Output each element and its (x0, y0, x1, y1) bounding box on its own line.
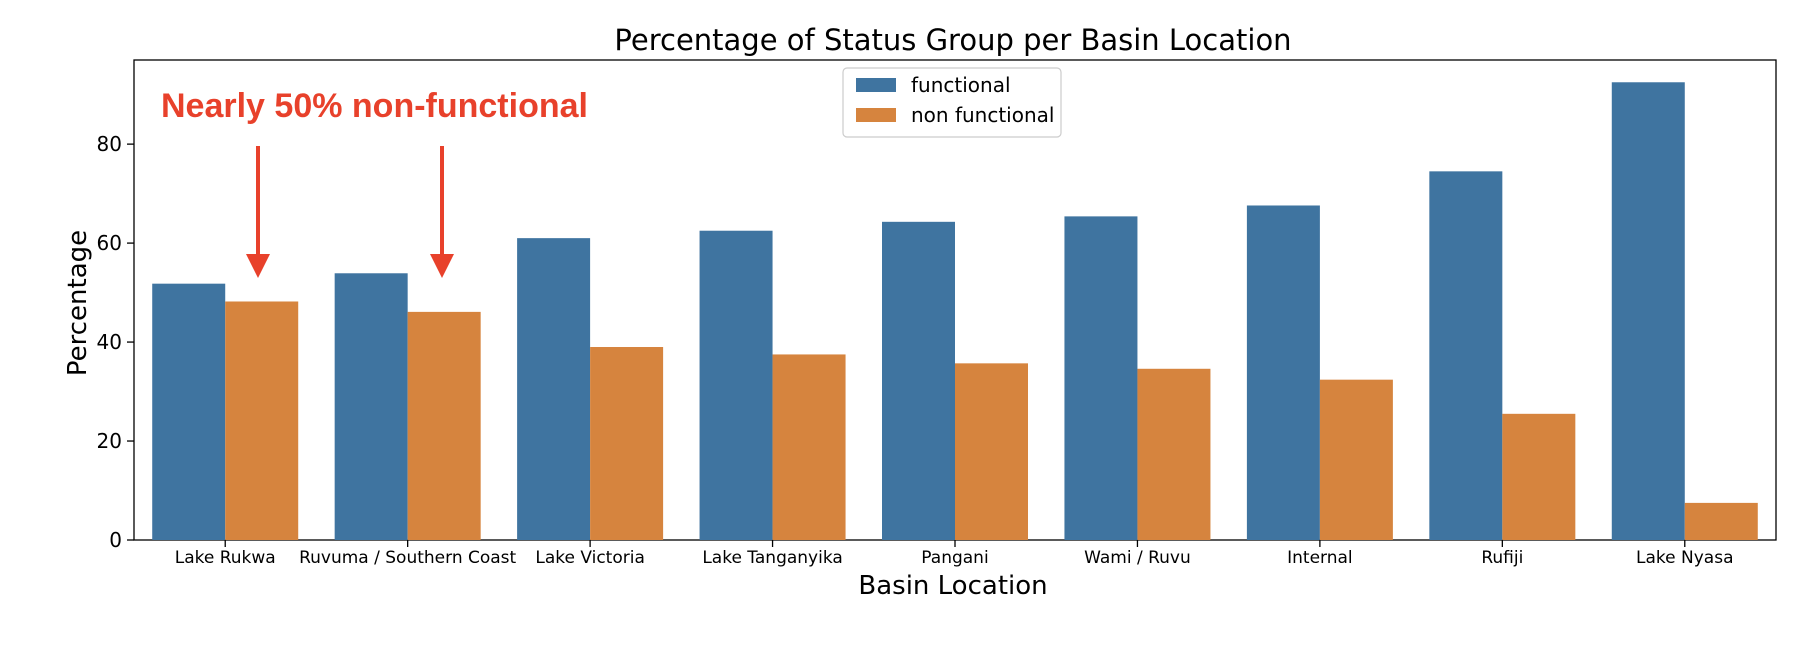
bar-functional (699, 230, 773, 540)
y-tick-label: 40 (97, 330, 122, 354)
bar-functional (152, 283, 226, 540)
x-tick-label: Pangani (921, 548, 988, 568)
bar-functional (1064, 216, 1138, 540)
bar-functional (1429, 171, 1503, 540)
legend: functional non functional (842, 67, 1062, 138)
y-tick-label: 80 (97, 132, 122, 156)
bar-functional (517, 238, 591, 540)
legend-swatch (856, 108, 896, 122)
x-tick-label: Internal (1287, 548, 1353, 568)
x-tick-label: Ruvuma / Southern Coast (299, 548, 516, 568)
x-axis-label: Basin Location (858, 571, 1047, 601)
y-tick-label: 20 (97, 429, 122, 453)
x-tick-label: Wami / Ruvu (1084, 548, 1191, 568)
legend-label: non functional (911, 103, 1054, 127)
y-axis-label: Percentage (63, 230, 93, 376)
x-tick-label: Lake Rukwa (175, 548, 276, 568)
bar-non-functional (955, 363, 1028, 540)
bar-non-functional (407, 311, 481, 540)
legend-label: functional (911, 73, 1011, 97)
bar-non-functional (1137, 368, 1211, 540)
annotation: Nearly 50% non-functional (161, 87, 588, 278)
bar-non-functional (590, 347, 664, 540)
bar-functional (882, 221, 955, 540)
bar-non-functional (225, 301, 299, 540)
x-tick-label: Rufiji (1481, 548, 1523, 568)
chart-title: Percentage of Status Group per Basin Loc… (614, 23, 1291, 57)
bars (152, 82, 1758, 541)
bar-non-functional (1684, 502, 1758, 540)
y-tick-label: 60 (97, 231, 122, 255)
annotation-text: Nearly 50% non-functional (161, 87, 588, 125)
bar-functional (334, 273, 408, 540)
y-tick-label: 0 (109, 528, 122, 552)
x-tick-label: Lake Tanganyika (702, 548, 842, 568)
x-tick-label: Lake Nyasa (1636, 548, 1733, 568)
x-tick-label: Lake Victoria (535, 548, 645, 568)
axes: 0 20 40 60 80 Lake Rukwa Ruvuma / Southern Coa… (97, 132, 1734, 568)
annotation-arrow-head (246, 254, 270, 278)
bar-non-functional (1502, 413, 1576, 540)
legend-box (842, 67, 1062, 138)
legend-swatch (856, 78, 896, 92)
bar-non-functional (1319, 379, 1393, 540)
bar-functional (1611, 82, 1685, 541)
bar-functional (1246, 205, 1320, 540)
annotation-arrow-head (430, 254, 454, 278)
bar-non-functional (772, 354, 846, 540)
